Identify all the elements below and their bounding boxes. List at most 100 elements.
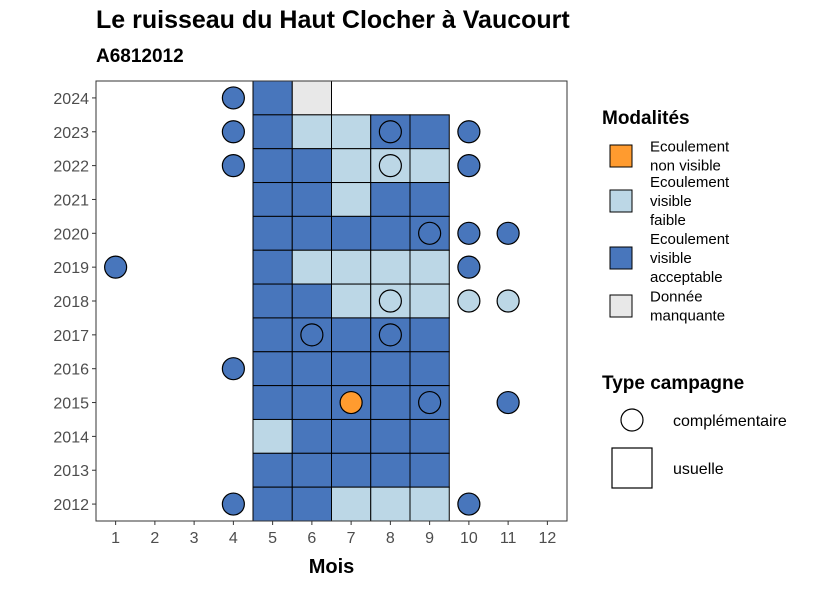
x-tick-label-11: 11 bbox=[500, 530, 517, 547]
tile-2021-5 bbox=[252, 182, 293, 217]
x-tick-label-6: 6 bbox=[307, 530, 316, 547]
tile-2018-6 bbox=[291, 283, 332, 319]
point-2016-4 bbox=[221, 357, 245, 381]
y-tick-label-2014: 2014 bbox=[53, 429, 89, 446]
legend-label-faible: Ecoulement visible faible bbox=[650, 174, 730, 229]
legend-label-complementaire: complémentaire bbox=[673, 413, 787, 430]
tile-2013-9 bbox=[409, 452, 450, 488]
tile-2022-6 bbox=[291, 148, 332, 184]
y-tick-label-2017: 2017 bbox=[53, 328, 89, 345]
tile-2019-8 bbox=[370, 249, 411, 285]
tile-2021-9 bbox=[409, 182, 450, 217]
tile-2016-6 bbox=[291, 351, 332, 387]
tile-2023-5 bbox=[252, 114, 293, 150]
tile-2020-6 bbox=[291, 215, 332, 251]
tile-2023-6 bbox=[291, 114, 332, 150]
y-tick-label-2012: 2012 bbox=[53, 497, 89, 514]
tile-2023-7 bbox=[331, 114, 372, 150]
tile-2022-7 bbox=[331, 148, 372, 184]
x-tick-label-7: 7 bbox=[347, 530, 356, 547]
y-tick-label-2018: 2018 bbox=[53, 294, 89, 311]
legend-key-acceptable bbox=[609, 246, 633, 270]
point-2015-9 bbox=[418, 390, 442, 415]
tile-2012-5 bbox=[252, 486, 293, 522]
legend-modalites-title: Modalités bbox=[602, 108, 690, 129]
chart-title: Le ruisseau du Haut Clocher à Vaucourt bbox=[96, 6, 570, 34]
point-2018-8 bbox=[378, 289, 402, 313]
point-2015-7 bbox=[339, 390, 363, 415]
y-tick-label-2013: 2013 bbox=[53, 463, 89, 480]
point-2012-4 bbox=[221, 492, 245, 516]
tile-2024-6 bbox=[291, 80, 332, 116]
point-2018-11 bbox=[496, 289, 520, 313]
tile-2019-9 bbox=[409, 249, 450, 285]
x-tick-label-3: 3 bbox=[190, 530, 199, 547]
tile-2021-6 bbox=[291, 182, 332, 217]
tile-2023-9 bbox=[409, 114, 450, 150]
tile-2019-7 bbox=[331, 249, 372, 285]
x-tick-label-5: 5 bbox=[268, 530, 277, 547]
tile-2014-5 bbox=[252, 418, 293, 454]
tile-2016-7 bbox=[331, 351, 372, 387]
tile-2016-9 bbox=[409, 351, 450, 387]
tile-2015-8 bbox=[370, 385, 411, 420]
tile-2019-5 bbox=[252, 249, 293, 285]
y-tick-label-2020: 2020 bbox=[53, 226, 89, 243]
tile-2014-7 bbox=[331, 418, 372, 454]
tile-2020-5 bbox=[252, 215, 293, 251]
tile-2012-9 bbox=[409, 486, 450, 522]
x-axis-title: Mois bbox=[309, 556, 355, 578]
point-2015-11 bbox=[496, 390, 520, 415]
point-2022-4 bbox=[221, 154, 245, 178]
chart-subtitle: A6812012 bbox=[96, 46, 184, 67]
point-2019-1 bbox=[104, 255, 128, 279]
point-2024-4 bbox=[221, 86, 245, 110]
legend-key-manquante bbox=[609, 294, 633, 318]
tile-2024-5 bbox=[252, 80, 293, 116]
tile-2018-7 bbox=[331, 283, 372, 319]
point-2023-8 bbox=[378, 120, 402, 144]
tile-2012-7 bbox=[331, 486, 372, 522]
tile-2018-9 bbox=[409, 283, 450, 319]
point-2018-10 bbox=[457, 289, 481, 313]
legend-key-usuelle bbox=[611, 447, 653, 489]
tile-2014-8 bbox=[370, 418, 411, 454]
tile-2018-5 bbox=[252, 283, 293, 319]
tile-2013-8 bbox=[370, 452, 411, 488]
x-tick-label-4: 4 bbox=[229, 530, 238, 547]
legend-key-non_visible bbox=[609, 144, 633, 168]
tile-2015-6 bbox=[291, 385, 332, 420]
point-2020-9 bbox=[418, 221, 442, 245]
tile-2013-5 bbox=[252, 452, 293, 488]
tile-2012-8 bbox=[370, 486, 411, 522]
tile-2014-9 bbox=[409, 418, 450, 454]
tile-2015-5 bbox=[252, 385, 293, 420]
x-tick-label-2: 2 bbox=[150, 530, 159, 547]
point-2023-10 bbox=[457, 120, 481, 144]
tile-2022-9 bbox=[409, 148, 450, 184]
x-tick-label-9: 9 bbox=[425, 530, 434, 547]
tile-2017-9 bbox=[409, 317, 450, 353]
y-tick-label-2022: 2022 bbox=[53, 159, 89, 176]
axes: 2012 2013 2014 2015 2016 2017 2018 2019 2020 2021… bbox=[53, 91, 556, 547]
legend-key-faible bbox=[609, 189, 633, 213]
tile-2016-8 bbox=[370, 351, 411, 387]
legend-key-complementaire bbox=[620, 408, 644, 432]
y-tick-label-2023: 2023 bbox=[53, 125, 89, 142]
y-tick-label-2016: 2016 bbox=[53, 362, 89, 379]
point-2020-11 bbox=[496, 221, 520, 245]
point-2012-10 bbox=[457, 492, 481, 516]
tile-2021-7 bbox=[331, 182, 372, 217]
tile-2022-5 bbox=[252, 148, 293, 184]
tile-2016-5 bbox=[252, 351, 293, 387]
x-tick-label-12: 12 bbox=[538, 530, 556, 547]
tile-2013-6 bbox=[291, 452, 332, 488]
tile-2021-8 bbox=[370, 182, 411, 217]
y-tick-label-2021: 2021 bbox=[53, 192, 89, 209]
tile-2014-6 bbox=[291, 418, 332, 454]
x-tick-label-10: 10 bbox=[460, 530, 478, 547]
legend-campagne-title: Type campagne bbox=[602, 373, 744, 394]
legend-label-acceptable: Ecoulement visible acceptable bbox=[650, 231, 730, 286]
y-tick-label-2024: 2024 bbox=[53, 91, 89, 108]
